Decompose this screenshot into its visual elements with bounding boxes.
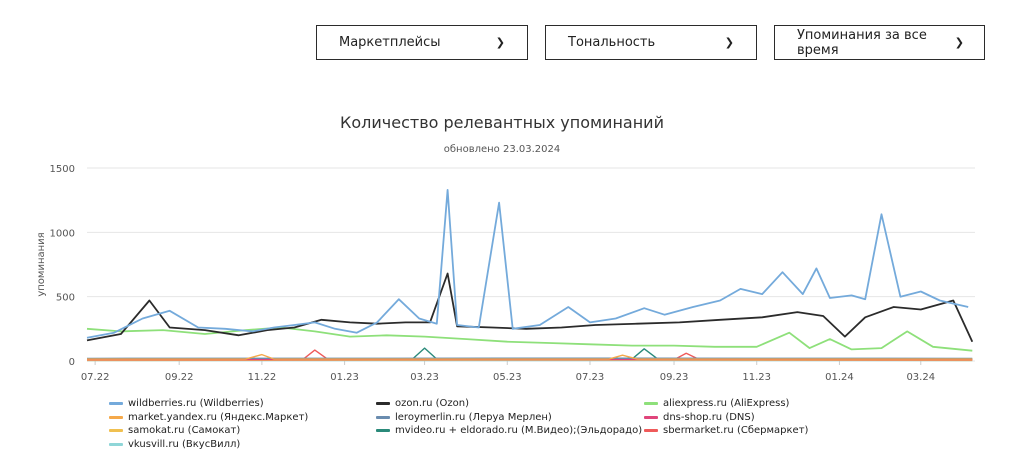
legend-swatch	[109, 442, 123, 446]
legend-item[interactable]: aliexpress.ru (AliExpress)	[644, 398, 789, 409]
chevron-down-icon: ❯	[954, 36, 964, 49]
x-tick-label: 09.23	[660, 372, 689, 383]
chevron-down-icon: ❯	[495, 36, 505, 49]
legend-label: aliexpress.ru (AliExpress)	[663, 398, 790, 409]
x-tick-label: 09.22	[165, 372, 194, 383]
x-tick-label: 11.23	[742, 372, 771, 383]
x-tick-label: 01.24	[825, 372, 854, 383]
tonality-dropdown[interactable]: Тональность ❯	[545, 25, 757, 60]
legend-item[interactable]: wildberries.ru (Wildberries)	[109, 398, 264, 409]
y-axis-label: упоминания	[36, 232, 47, 296]
tonality-label: Тональность	[568, 35, 656, 50]
legend-item[interactable]: samokat.ru (Самокат)	[109, 425, 240, 436]
legend-swatch	[644, 415, 658, 419]
chevron-down-icon: ❯	[724, 36, 734, 49]
series-line-3	[86, 326, 973, 352]
series-line-8	[87, 347, 973, 360]
y-tick-label: 1500	[50, 164, 75, 175]
legend-label: ozon.ru (Ozon)	[395, 398, 470, 409]
legend-swatch	[376, 402, 390, 405]
marketplaces-label: Маркетплейсы	[339, 35, 441, 50]
legend-label: market.yandex.ru (Яндекс.Маркет)	[128, 411, 309, 423]
y-tick-label: 1000	[50, 228, 75, 239]
legend-swatch	[376, 429, 390, 432]
legend-swatch	[644, 429, 658, 432]
y-tick-label: 500	[56, 293, 75, 304]
x-tick-label: 01.23	[330, 372, 359, 383]
legend-label: vkusvill.ru (ВкусВилл)	[128, 438, 241, 450]
x-tick-label: 11.22	[248, 372, 277, 383]
x-tick-label: 03.24	[906, 372, 935, 383]
legend-item[interactable]: mvideo.ru + eldorado.ru (М.Видео);(Эльдо…	[376, 425, 642, 436]
legend-label: leroymerlin.ru (Леруа Мерлен)	[395, 411, 552, 423]
legend-item[interactable]: market.yandex.ru (Яндекс.Маркет)	[109, 412, 308, 423]
series-line-2	[86, 272, 974, 343]
legend-item[interactable]: leroymerlin.ru (Леруа Мерлен)	[376, 412, 552, 423]
period-label: Упоминания за все время	[797, 27, 927, 58]
series-line-1	[86, 188, 969, 339]
legend-item[interactable]: vkusvill.ru (ВкусВилл)	[109, 439, 240, 450]
mentions-line-chart: 0 500 1000 1500 упоминания 07.22 09.22 11.22 01.…	[36, 164, 975, 383]
legend-label: sbermarket.ru (Сбермаркет)	[663, 425, 809, 436]
x-tick-label: 03.23	[410, 372, 439, 383]
legend-swatch	[376, 415, 390, 419]
legend-swatch	[109, 402, 123, 405]
period-dropdown[interactable]: Упоминания за все время ❯	[774, 25, 985, 60]
y-tick-label: 0	[69, 357, 75, 368]
legend-item[interactable]: sbermarket.ru (Сбермаркет)	[644, 425, 808, 436]
legend-swatch	[109, 429, 123, 432]
legend-item[interactable]: ozon.ru (Ozon)	[376, 398, 469, 409]
x-tick-label: 05.23	[493, 372, 522, 383]
legend-item[interactable]: dns-shop.ru (DNS)	[644, 412, 755, 423]
legend-label: samokat.ru (Самокат)	[128, 425, 241, 436]
legend-swatch	[109, 415, 123, 419]
marketplaces-dropdown[interactable]: Маркетплейсы ❯	[316, 25, 528, 60]
x-tick-label: 07.22	[81, 372, 110, 383]
legend-label: wildberries.ru (Wildberries)	[128, 398, 264, 409]
chart-title: Количество релевантных упоминаний	[340, 113, 664, 132]
legend-swatch	[644, 402, 658, 405]
legend-label: mvideo.ru + eldorado.ru (М.Видео);(Эльдо…	[395, 425, 643, 436]
legend-label: dns-shop.ru (DNS)	[663, 411, 755, 423]
series-line-4	[87, 353, 973, 360]
chart-subtitle: обновлено 23.03.2024	[443, 144, 561, 155]
x-tick-label: 07.23	[576, 372, 605, 383]
